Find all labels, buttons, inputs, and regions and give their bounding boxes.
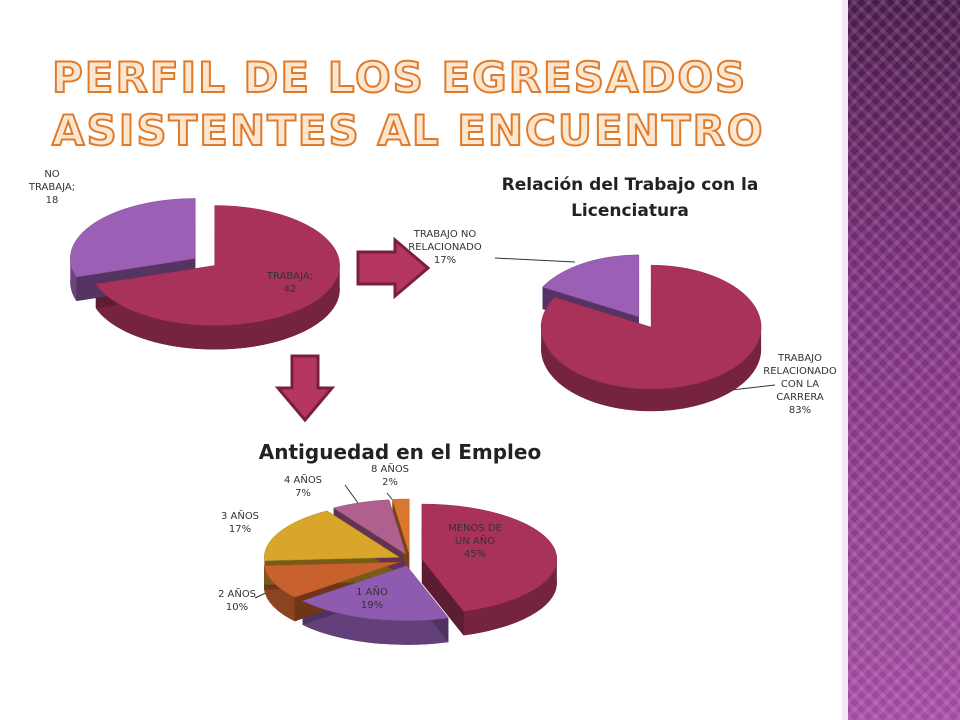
label-category: 8 AÑOS — [370, 464, 410, 475]
slice — [264, 510, 401, 561]
leader-line — [344, 484, 359, 504]
label-category: TRABAJA; — [266, 271, 314, 282]
slice — [542, 254, 640, 318]
chart-title: Antiguedad en el Empleo — [258, 440, 542, 464]
slice-side — [95, 265, 340, 350]
data-label: 8 AÑOS 2% — [370, 463, 410, 489]
label-value: 18 — [45, 195, 59, 206]
slide-title: PERFIL DE LOS EGRESADOS — [52, 53, 747, 102]
label-category: 1 AÑO — [356, 587, 388, 598]
slice — [95, 205, 340, 326]
side-stripe-edge — [842, 0, 848, 720]
label-category: 2 AÑOS — [217, 589, 257, 600]
slice — [391, 498, 410, 555]
slice — [70, 198, 196, 278]
slice-side — [70, 258, 77, 302]
slice-face — [421, 559, 464, 636]
label-category: TRABAJO RELACIONADO CON LA CARRERA — [763, 353, 837, 403]
label-category: NO TRABAJA; — [28, 169, 76, 193]
slice-side — [463, 559, 557, 636]
label-category: MENOS DE UN AÑO — [448, 523, 502, 547]
label-value: 17% — [433, 255, 457, 266]
data-label: 4 AÑOS 7% — [283, 474, 323, 500]
label-value: 83% — [788, 405, 812, 416]
arrow-right — [356, 236, 431, 300]
slice — [332, 499, 407, 555]
slice — [263, 561, 399, 598]
data-label: TRABAJO RELACIONADO CON LA CARRERA 83% — [760, 352, 840, 417]
label-value: 42 — [283, 284, 297, 295]
slice-side — [302, 600, 449, 645]
label-value: 10% — [225, 602, 249, 613]
data-label: 1 AÑO 19% — [342, 586, 402, 612]
chart-title: Relación del Trabajo con la Licenciatura — [501, 175, 759, 221]
label-category: 4 AÑOS — [283, 475, 323, 486]
slice-side — [264, 565, 295, 622]
label-value: 7% — [295, 488, 311, 499]
arrow-down — [274, 354, 336, 423]
data-label: NO TRABAJA; 18 — [22, 168, 82, 207]
slice-side — [541, 327, 762, 412]
data-label: TRABAJO NO RELACIONADO 17% — [405, 228, 485, 267]
label-category: 3 AÑOS — [220, 511, 260, 522]
label-value: 2% — [382, 477, 398, 488]
slice — [421, 503, 558, 612]
label-value: 17% — [228, 524, 252, 535]
data-label: MENOS DE UN AÑO 45% — [440, 522, 510, 561]
slice — [540, 264, 762, 390]
data-label: 3 AÑOS 17% — [215, 510, 265, 536]
slide-canvas: PERFIL DE LOS EGRESADOS ASISTENTES AL EN… — [51, 52, 776, 645]
side-stripe — [848, 0, 960, 720]
label-value: 19% — [360, 600, 384, 611]
data-label: 2 AÑOS 10% — [212, 588, 262, 614]
slice — [301, 565, 449, 621]
data-label: TRABAJA; 42 — [260, 270, 320, 296]
label-category: TRABAJO NO RELACIONADO — [408, 229, 482, 253]
label-value: 45% — [463, 549, 487, 560]
slide-title: ASISTENTES AL ENCUENTRO — [52, 106, 765, 155]
leader-line — [494, 257, 576, 263]
